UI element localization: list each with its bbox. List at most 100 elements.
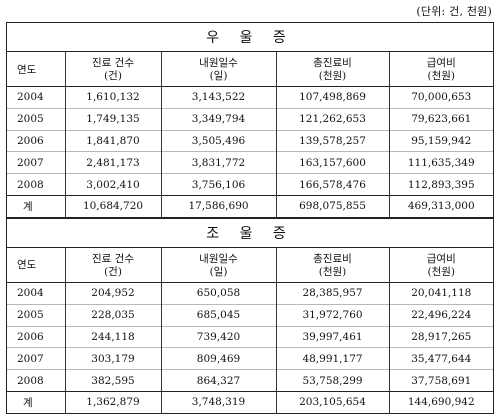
column-header-row: 연도 진료 건수 (건) 내원일수 (일) 총진료비 (천원) 급여비 (천원) xyxy=(7,51,493,87)
header-total-cost-unit: (천원) xyxy=(318,70,347,82)
table-row: 2004 1,610,132 3,143,522 107,498,869 70,000,… xyxy=(7,86,493,109)
cell-total-days: 3,748,319 xyxy=(160,390,276,413)
cell-total-claims: 10,684,720 xyxy=(64,194,161,218)
cell-cost: 121,262,653 xyxy=(275,107,389,131)
cell-days: 3,349,794 xyxy=(160,107,276,131)
cell-total-cost: 203,105,654 xyxy=(275,390,389,413)
total-row: 계 10,684,720 17,586,690 698,075,855 469,313,… xyxy=(7,194,493,218)
unit-note: (단위: 건, 천원) xyxy=(416,5,492,18)
header-total-cost-unit: (천원) xyxy=(318,265,347,278)
cell-total-days: 17,586,690 xyxy=(160,194,276,218)
cell-days: 739,420 xyxy=(160,325,276,348)
cell-benefit: 95,159,942 xyxy=(388,129,493,152)
cell-cost: 166,578,476 xyxy=(275,173,389,196)
cell-cost: 39,997,461 xyxy=(275,325,389,348)
cell-claims: 204,952 xyxy=(64,282,161,305)
header-benefit: 급여비 (천원) xyxy=(388,247,493,283)
header-claims: 진료 건수 (건) xyxy=(64,247,161,283)
section-title-row: 우 울 증 xyxy=(7,23,493,52)
cell-benefit: 28,917,265 xyxy=(388,325,493,348)
cell-benefit: 111,635,349 xyxy=(388,151,493,174)
cell-claims: 303,179 xyxy=(64,347,161,370)
cell-benefit: 112,893,395 xyxy=(388,173,493,196)
cell-cost: 53,758,299 xyxy=(275,369,389,392)
header-total-cost-label: 총진료비 xyxy=(313,57,352,69)
header-benefit-unit: (천원) xyxy=(427,70,455,82)
cell-benefit: 79,623,661 xyxy=(388,107,493,131)
cell-claims: 1,610,132 xyxy=(64,86,161,109)
header-total-cost: 총진료비 (천원) xyxy=(275,51,389,87)
cell-year: 2007 xyxy=(7,347,65,370)
cell-cost: 28,385,957 xyxy=(275,282,389,305)
header-visit-days-unit: (일) xyxy=(209,265,228,278)
table-row: 2006 244,118 739,420 39,997,461 28,917,265 xyxy=(7,325,493,348)
header-year: 연도 xyxy=(7,51,65,87)
cell-cost: 48,991,177 xyxy=(275,347,389,370)
cell-year: 2006 xyxy=(7,325,65,348)
header-claims-unit: (건) xyxy=(104,265,122,278)
cell-claims: 228,035 xyxy=(64,303,161,327)
cell-cost: 107,498,869 xyxy=(275,86,389,109)
cell-days: 809,469 xyxy=(160,347,276,370)
table-row: 2007 303,179 809,469 48,991,177 35,477,644 xyxy=(7,347,493,370)
table-row: 2005 1,749,135 3,349,794 121,262,653 79,623,… xyxy=(7,107,493,131)
table-row: 2006 1,841,870 3,505,496 139,578,257 95,159,… xyxy=(7,129,493,152)
cell-year: 2008 xyxy=(7,369,65,392)
section-title-row: 조 울 증 xyxy=(7,217,493,248)
cell-total-label: 계 xyxy=(7,390,65,413)
cell-year: 2006 xyxy=(7,129,65,152)
table-row: 2008 3,002,410 3,756,106 166,578,476 112,893… xyxy=(7,173,493,196)
cell-cost: 139,578,257 xyxy=(275,129,389,152)
header-claims: 진료 건수 (건) xyxy=(64,51,161,87)
cell-total-cost: 698,075,855 xyxy=(275,194,389,218)
header-total-cost-label: 총진료비 xyxy=(313,252,352,265)
cell-days: 3,756,106 xyxy=(160,173,276,196)
cell-total-benefit: 144,690,942 xyxy=(388,390,493,413)
header-visit-days: 내원일수 (일) xyxy=(160,247,276,283)
cell-days: 685,045 xyxy=(160,303,276,327)
header-visit-days-label: 내원일수 xyxy=(199,252,238,265)
table-row: 2005 228,035 685,045 31,972,760 22,496,224 xyxy=(7,303,493,327)
cell-benefit: 20,041,118 xyxy=(388,282,493,305)
cell-benefit: 35,477,644 xyxy=(388,347,493,370)
cell-total-claims: 1,362,879 xyxy=(64,390,161,413)
section-title: 우 울 증 xyxy=(7,23,493,52)
cell-cost: 31,972,760 xyxy=(275,303,389,327)
cell-year: 2008 xyxy=(7,173,65,196)
cell-year: 2005 xyxy=(7,303,65,327)
header-claims-unit: (건) xyxy=(104,70,122,82)
total-row: 계 1,362,879 3,748,319 203,105,654 144,690,94… xyxy=(7,390,493,413)
cell-days: 3,143,522 xyxy=(160,86,276,109)
cell-benefit: 70,000,653 xyxy=(388,86,493,109)
cell-year: 2005 xyxy=(7,107,65,131)
header-benefit-label: 급여비 xyxy=(426,252,456,265)
cell-days: 3,505,496 xyxy=(160,129,276,152)
table-row: 2007 2,481,173 3,831,772 163,157,600 111,635… xyxy=(7,151,493,174)
header-total-cost: 총진료비 (천원) xyxy=(275,247,389,283)
cell-cost: 163,157,600 xyxy=(275,151,389,174)
statistics-table-container: 우 울 증 연도 진료 건수 (건) 내원일수 (일) 총진료비 (천원) 급여비 (천원) 200… xyxy=(6,22,494,414)
table-row: 2008 382,595 864,327 53,758,299 37,758,691 xyxy=(7,369,493,392)
header-visit-days: 내원일수 (일) xyxy=(160,51,276,87)
header-claims-label: 진료 건수 xyxy=(92,252,134,265)
statistics-table: 우 울 증 연도 진료 건수 (건) 내원일수 (일) 총진료비 (천원) 급여비 (천원) 200… xyxy=(7,23,493,413)
table-row: 2004 204,952 650,058 28,385,957 20,041,118 xyxy=(7,282,493,305)
cell-benefit: 22,496,224 xyxy=(388,303,493,327)
cell-claims: 2,481,173 xyxy=(64,151,161,174)
cell-year: 2004 xyxy=(17,287,44,300)
header-year: 연도 xyxy=(7,247,65,283)
header-benefit: 급여비 (천원) xyxy=(388,51,493,87)
cell-claims: 1,749,135 xyxy=(64,107,161,131)
cell-days: 3,831,772 xyxy=(160,151,276,174)
header-claims-label: 진료 건수 xyxy=(92,57,134,69)
header-visit-days-label: 내원일수 xyxy=(199,57,238,69)
cell-year: 2004 xyxy=(17,91,44,104)
header-benefit-label: 급여비 xyxy=(426,57,456,69)
statistics-table-body: 우 울 증 연도 진료 건수 (건) 내원일수 (일) 총진료비 (천원) 급여비 (천원) 200… xyxy=(7,23,493,413)
header-visit-days-unit: (일) xyxy=(209,70,228,82)
cell-claims: 382,595 xyxy=(64,369,161,392)
header-benefit-unit: (천원) xyxy=(427,265,455,278)
cell-total-label: 계 xyxy=(7,194,65,218)
cell-days: 864,327 xyxy=(160,369,276,392)
section-title: 조 울 증 xyxy=(7,217,493,248)
